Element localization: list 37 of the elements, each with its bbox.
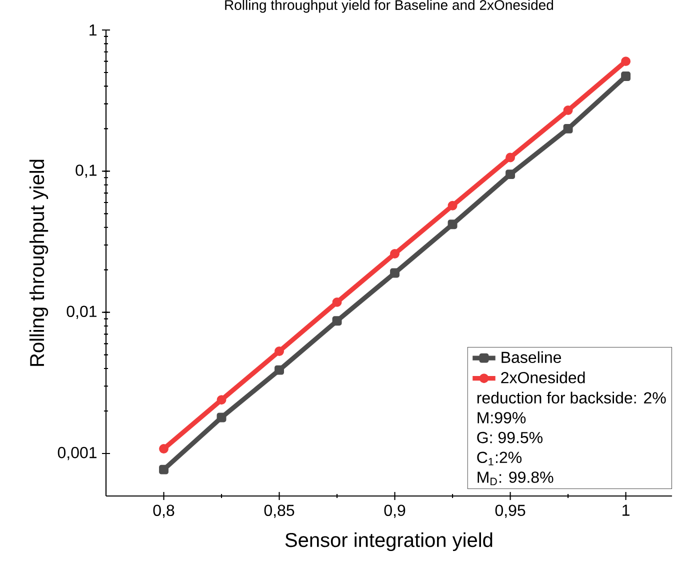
x-axis-title: Sensor integration yield [285,532,492,552]
y-axis-title: Rolling throughput yield [29,160,48,366]
point [390,249,400,258]
point [216,412,226,422]
point [390,268,400,278]
point [506,170,516,180]
x-tick-label: 1 [622,504,630,516]
y-tick-label: 0,01 [66,306,97,319]
legend-label: Baseline [502,351,562,364]
x-tick-label: 0,85 [264,504,294,518]
x-tick-label: 0,95 [495,504,526,518]
point [621,56,631,66]
annotation: reduction for backside: 2% [477,392,666,404]
annotation: G: 99.5% [477,432,542,444]
y-tick-label: 0,1 [76,164,97,178]
point [159,464,168,474]
point [159,444,168,454]
point [332,297,342,307]
point [448,200,458,210]
y-tick-label: 1 [90,24,97,36]
point [274,346,284,356]
annotation: M$_{D}$: 99.8% [478,472,554,486]
y-tick-label: 0,001 [58,446,96,460]
point [332,316,342,326]
legend-label: 2xOnesided [501,372,585,384]
annotation: M:99% [478,412,526,424]
x-tick-label: 0,8 [153,504,174,518]
point [448,220,458,230]
point [274,365,284,375]
point [621,72,631,82]
chart-title: Rolling throughput yield for Baseline and 2xOnesided [225,0,554,13]
point [216,395,226,405]
point [506,152,516,162]
point [563,106,573,116]
x-tick-label: 0,9 [384,504,406,518]
point [563,124,573,134]
annotation: C$_{1}$:2% [477,452,522,466]
